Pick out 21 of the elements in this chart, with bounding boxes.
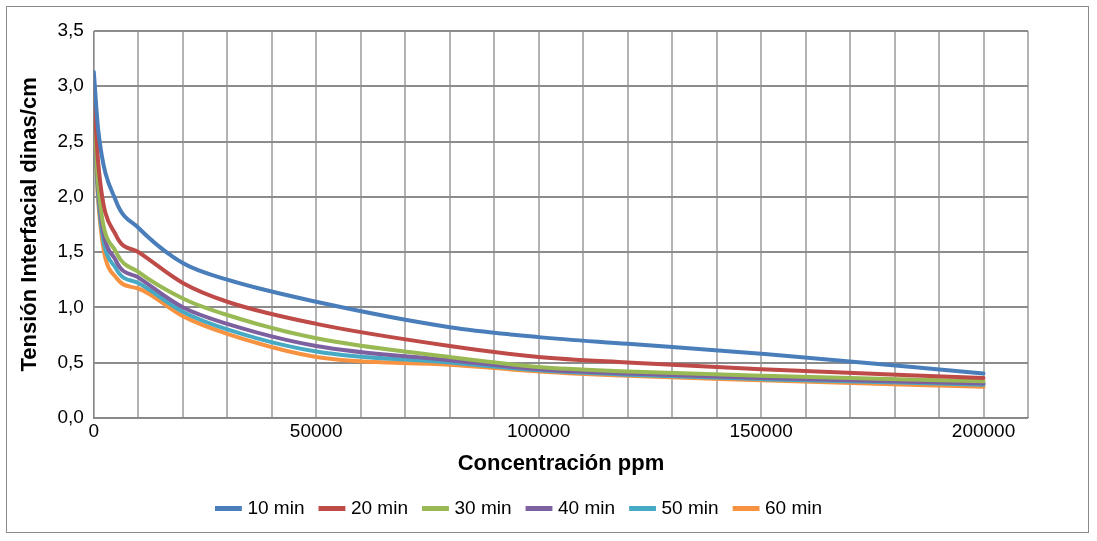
legend-label: 60 min [765, 496, 823, 518]
y-axis-title: Tensión Interfacial dinas/cm [16, 77, 42, 372]
legend-label: 30 min [454, 496, 512, 518]
y-tick-label: 1,5 [57, 240, 84, 262]
y-tick-label: 3,0 [57, 74, 84, 96]
x-tick-label: 50000 [289, 420, 343, 442]
legend-label: 10 min [247, 496, 305, 518]
legend-label: 20 min [350, 496, 408, 518]
y-tick-label: 0,0 [57, 406, 84, 428]
y-tick-label: 0,5 [57, 350, 84, 372]
x-tick-label: 150000 [729, 420, 793, 442]
y-tick-label: 2,5 [57, 129, 84, 151]
x-tick-label: 200000 [951, 420, 1016, 442]
y-tick-label: 2,0 [57, 185, 84, 207]
x-axis-title: Concentración ppm [457, 449, 665, 475]
x-tick-label: 100000 [506, 420, 571, 442]
legend-label: 50 min [661, 496, 719, 518]
legend-label: 40 min [558, 496, 616, 518]
x-tick-label: 0 [88, 420, 100, 442]
y-tick-label: 1,0 [57, 295, 84, 317]
y-tick-label: 3,5 [57, 19, 84, 41]
